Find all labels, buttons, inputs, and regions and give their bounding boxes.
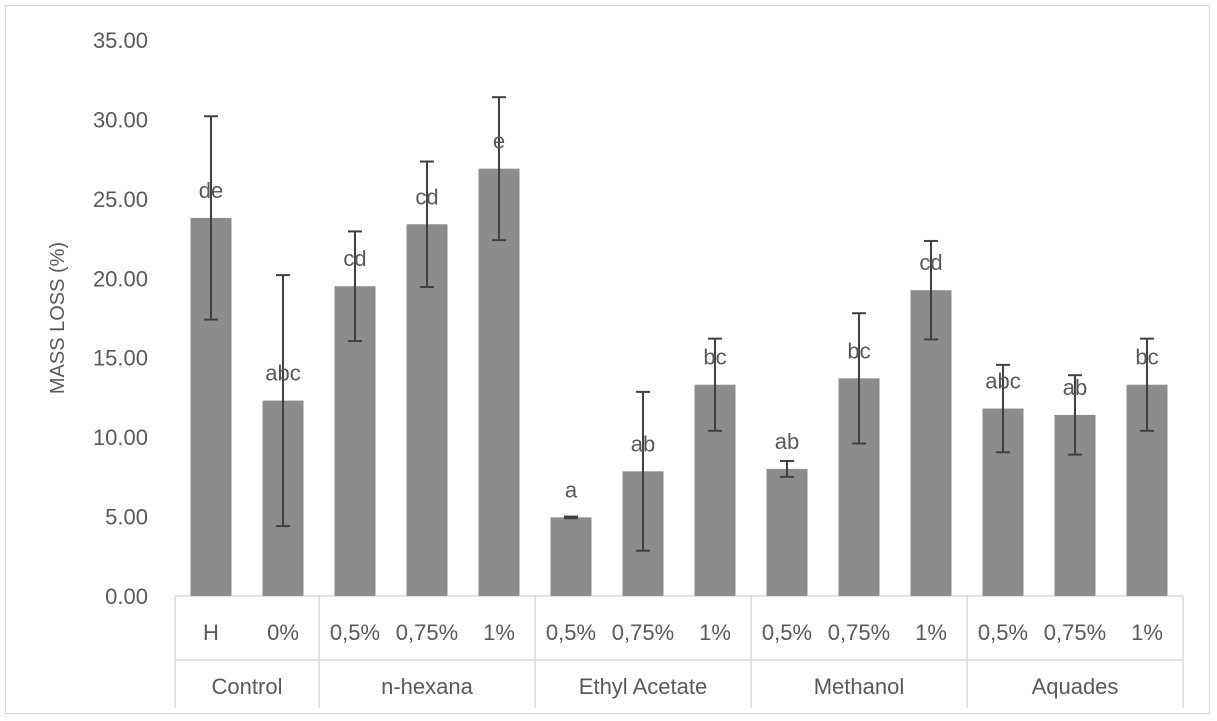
- group-label: n-hexana: [381, 674, 474, 699]
- significance-label: cd: [415, 184, 438, 209]
- y-axis-title: MASS LOSS (%): [47, 242, 69, 394]
- category-tick-label: 1%: [483, 620, 515, 645]
- significance-label: bc: [1135, 345, 1158, 370]
- category-tick-label: 0,5%: [762, 620, 812, 645]
- category-tick-label: 0,75%: [612, 620, 674, 645]
- bar: [550, 517, 592, 596]
- significance-label: bc: [847, 338, 870, 363]
- group-label: Ethyl Acetate: [579, 674, 707, 699]
- category-tick-label: 0,75%: [828, 620, 890, 645]
- y-tick-label: 15.00: [93, 346, 148, 371]
- y-tick-label: 5.00: [105, 505, 148, 530]
- category-tick-label: 1%: [1131, 620, 1163, 645]
- significance-label: e: [493, 129, 505, 154]
- y-tick-label: 25.00: [93, 187, 148, 212]
- category-tick-label: 1%: [699, 620, 731, 645]
- y-tick-label: 20.00: [93, 266, 148, 291]
- y-tick-label: 30.00: [93, 107, 148, 132]
- significance-label: a: [565, 477, 578, 502]
- category-tick-label: 1%: [915, 620, 947, 645]
- significance-label: abc: [265, 361, 300, 386]
- category-tick-label: 0,5%: [978, 620, 1028, 645]
- category-tick-label: 0,5%: [546, 620, 596, 645]
- significance-label: ab: [1063, 375, 1087, 400]
- bar: [910, 290, 952, 596]
- category-tick-label: 0,75%: [396, 620, 458, 645]
- group-label: Aquades: [1032, 674, 1119, 699]
- y-tick-label: 10.00: [93, 425, 148, 450]
- group-label: Control: [212, 674, 283, 699]
- significance-label: cd: [919, 250, 942, 275]
- significance-label: bc: [703, 345, 726, 370]
- significance-label: ab: [631, 431, 655, 456]
- bar: [766, 468, 808, 596]
- y-tick-label: 0.00: [105, 584, 148, 609]
- group-label: Methanol: [814, 674, 905, 699]
- category-tick-label: 0,5%: [330, 620, 380, 645]
- significance-label: ab: [775, 429, 799, 454]
- category-tick-label: 0,75%: [1044, 620, 1106, 645]
- category-tick-label: H: [203, 620, 219, 645]
- y-tick-label: 35.00: [93, 28, 148, 53]
- significance-label: abc: [985, 369, 1020, 394]
- significance-label: de: [199, 178, 223, 203]
- significance-label: cd: [343, 246, 366, 271]
- category-tick-label: 0%: [267, 620, 299, 645]
